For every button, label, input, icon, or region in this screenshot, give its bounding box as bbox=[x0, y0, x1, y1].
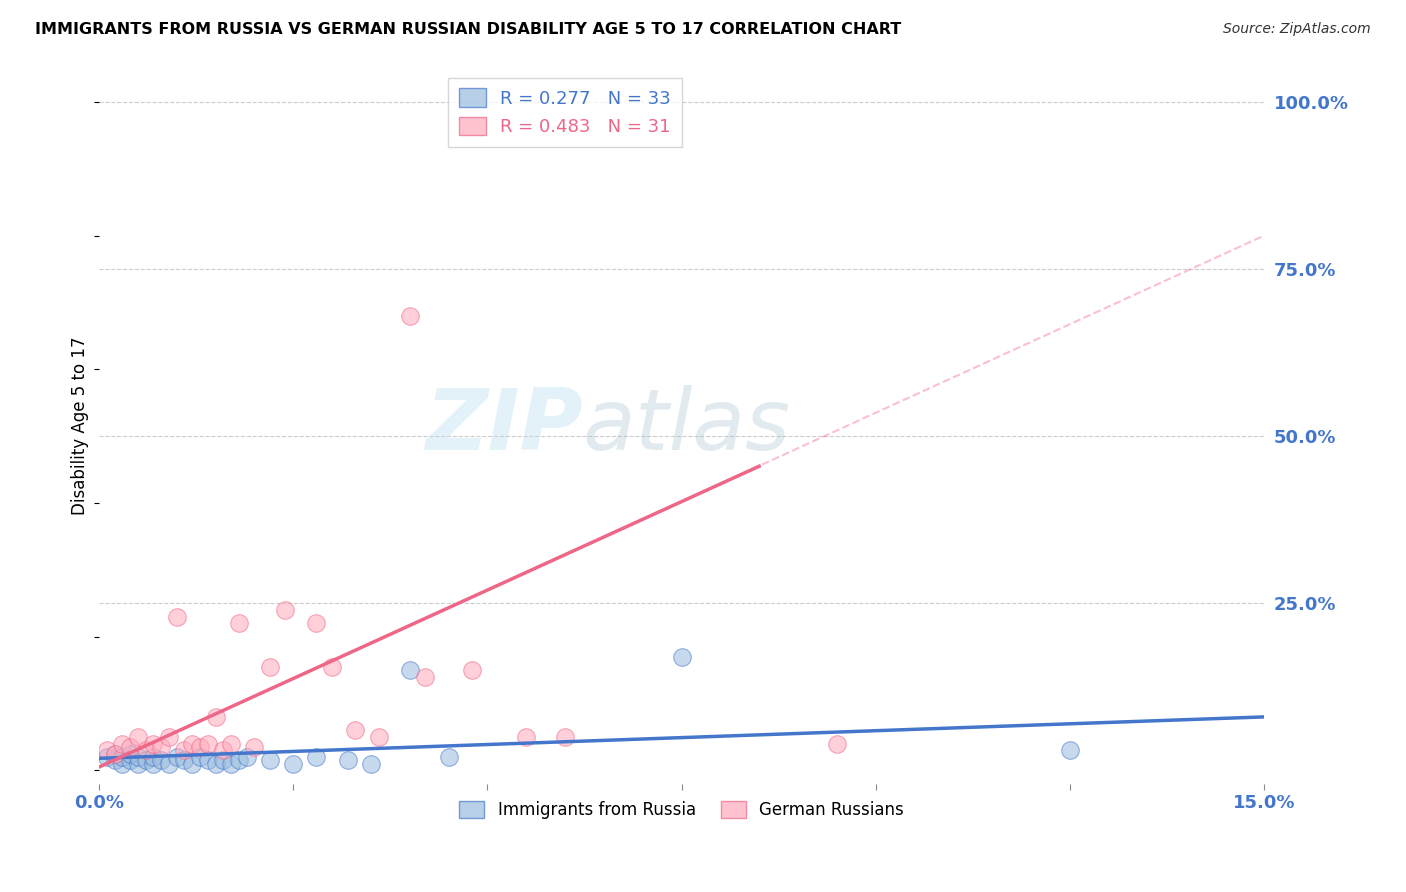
Point bbox=[219, 756, 242, 771]
Point bbox=[305, 750, 328, 764]
Point bbox=[283, 756, 305, 771]
Point bbox=[127, 756, 149, 771]
Point bbox=[344, 723, 367, 738]
Text: Source: ZipAtlas.com: Source: ZipAtlas.com bbox=[1223, 22, 1371, 37]
Point bbox=[204, 756, 226, 771]
Point bbox=[173, 753, 195, 767]
Point bbox=[96, 750, 118, 764]
Point bbox=[243, 739, 266, 754]
Point bbox=[212, 743, 235, 757]
Y-axis label: Disability Age 5 to 17: Disability Age 5 to 17 bbox=[72, 337, 89, 516]
Legend: Immigrants from Russia, German Russians: Immigrants from Russia, German Russians bbox=[453, 794, 911, 825]
Point bbox=[188, 750, 211, 764]
Point bbox=[120, 747, 142, 761]
Point bbox=[96, 743, 118, 757]
Point bbox=[413, 670, 436, 684]
Point bbox=[103, 747, 125, 761]
Point bbox=[204, 710, 226, 724]
Point bbox=[135, 743, 157, 757]
Point bbox=[150, 753, 173, 767]
Point bbox=[120, 739, 142, 754]
Point bbox=[671, 649, 693, 664]
Point bbox=[336, 753, 359, 767]
Point bbox=[142, 750, 165, 764]
Point bbox=[212, 753, 235, 767]
Point bbox=[398, 663, 420, 677]
Point bbox=[259, 659, 281, 673]
Point bbox=[554, 730, 576, 744]
Point bbox=[135, 753, 157, 767]
Point bbox=[461, 663, 484, 677]
Point bbox=[157, 730, 180, 744]
Point bbox=[825, 737, 848, 751]
Point bbox=[228, 616, 250, 631]
Point bbox=[437, 750, 460, 764]
Point bbox=[111, 737, 134, 751]
Point bbox=[173, 743, 195, 757]
Point bbox=[127, 750, 149, 764]
Point bbox=[166, 609, 188, 624]
Point bbox=[367, 730, 389, 744]
Text: IMMIGRANTS FROM RUSSIA VS GERMAN RUSSIAN DISABILITY AGE 5 TO 17 CORRELATION CHAR: IMMIGRANTS FROM RUSSIA VS GERMAN RUSSIAN… bbox=[35, 22, 901, 37]
Point bbox=[515, 730, 537, 744]
Text: atlas: atlas bbox=[582, 384, 790, 467]
Point bbox=[150, 739, 173, 754]
Point bbox=[360, 756, 382, 771]
Point bbox=[188, 739, 211, 754]
Point bbox=[274, 603, 297, 617]
Point bbox=[228, 753, 250, 767]
Point bbox=[103, 753, 125, 767]
Point bbox=[197, 753, 219, 767]
Point bbox=[1059, 743, 1081, 757]
Point bbox=[157, 756, 180, 771]
Point bbox=[103, 747, 125, 761]
Point bbox=[305, 616, 328, 631]
Point bbox=[321, 659, 343, 673]
Point bbox=[219, 737, 242, 751]
Point bbox=[259, 753, 281, 767]
Point bbox=[181, 756, 204, 771]
Point bbox=[197, 737, 219, 751]
Text: ZIP: ZIP bbox=[425, 384, 582, 467]
Point bbox=[120, 753, 142, 767]
Point bbox=[235, 750, 257, 764]
Point bbox=[142, 737, 165, 751]
Point bbox=[127, 730, 149, 744]
Point bbox=[181, 737, 204, 751]
Point bbox=[111, 750, 134, 764]
Point bbox=[111, 756, 134, 771]
Point bbox=[142, 756, 165, 771]
Point bbox=[398, 309, 420, 323]
Point bbox=[166, 750, 188, 764]
